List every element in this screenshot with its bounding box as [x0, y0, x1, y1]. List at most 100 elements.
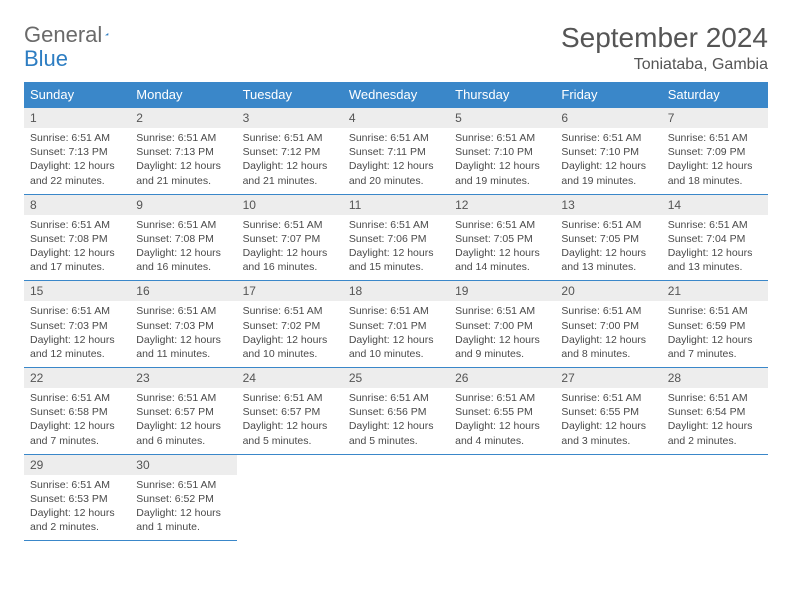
sunset-text: Sunset: 7:05 PM [561, 232, 655, 246]
sunset-text: Sunset: 6:53 PM [30, 492, 124, 506]
day-body: Sunrise: 6:51 AMSunset: 6:57 PMDaylight:… [130, 388, 236, 454]
daylight-text: Daylight: 12 hours and 10 minutes. [243, 333, 337, 361]
daylight-text: Daylight: 12 hours and 4 minutes. [455, 419, 549, 447]
daylight-text: Daylight: 12 hours and 19 minutes. [455, 159, 549, 187]
day-number: 28 [662, 368, 768, 388]
sunset-text: Sunset: 7:08 PM [136, 232, 230, 246]
sunset-text: Sunset: 7:00 PM [455, 319, 549, 333]
calendar-cell [449, 454, 555, 541]
sunrise-text: Sunrise: 6:51 AM [561, 131, 655, 145]
dayhead-friday: Friday [555, 82, 661, 108]
day-number: 6 [555, 108, 661, 128]
calendar-cell: 1Sunrise: 6:51 AMSunset: 7:13 PMDaylight… [24, 108, 130, 195]
sunrise-text: Sunrise: 6:51 AM [136, 131, 230, 145]
day-number: 18 [343, 281, 449, 301]
daylight-text: Daylight: 12 hours and 2 minutes. [668, 419, 762, 447]
daylight-text: Daylight: 12 hours and 15 minutes. [349, 246, 443, 274]
calendar-cell: 20Sunrise: 6:51 AMSunset: 7:00 PMDayligh… [555, 281, 661, 368]
calendar-cell: 29Sunrise: 6:51 AMSunset: 6:53 PMDayligh… [24, 454, 130, 541]
day-body: Sunrise: 6:51 AMSunset: 7:07 PMDaylight:… [237, 215, 343, 281]
sunset-text: Sunset: 7:09 PM [668, 145, 762, 159]
sunrise-text: Sunrise: 6:51 AM [455, 131, 549, 145]
calendar-week-row: 22Sunrise: 6:51 AMSunset: 6:58 PMDayligh… [24, 368, 768, 455]
sunrise-text: Sunrise: 6:51 AM [349, 131, 443, 145]
day-number: 10 [237, 195, 343, 215]
sunrise-text: Sunrise: 6:51 AM [136, 391, 230, 405]
day-number: 17 [237, 281, 343, 301]
daylight-text: Daylight: 12 hours and 11 minutes. [136, 333, 230, 361]
sunset-text: Sunset: 6:57 PM [136, 405, 230, 419]
daylight-text: Daylight: 12 hours and 16 minutes. [136, 246, 230, 274]
dayhead-tuesday: Tuesday [237, 82, 343, 108]
sunset-text: Sunset: 7:01 PM [349, 319, 443, 333]
calendar-cell: 22Sunrise: 6:51 AMSunset: 6:58 PMDayligh… [24, 368, 130, 455]
daylight-text: Daylight: 12 hours and 5 minutes. [243, 419, 337, 447]
calendar-cell: 24Sunrise: 6:51 AMSunset: 6:57 PMDayligh… [237, 368, 343, 455]
day-number: 25 [343, 368, 449, 388]
daylight-text: Daylight: 12 hours and 20 minutes. [349, 159, 443, 187]
day-body: Sunrise: 6:51 AMSunset: 7:00 PMDaylight:… [555, 301, 661, 367]
day-body: Sunrise: 6:51 AMSunset: 6:53 PMDaylight:… [24, 475, 130, 541]
brand-part2: Blue [24, 46, 68, 72]
calendar-cell: 12Sunrise: 6:51 AMSunset: 7:05 PMDayligh… [449, 194, 555, 281]
calendar-cell: 9Sunrise: 6:51 AMSunset: 7:08 PMDaylight… [130, 194, 236, 281]
calendar-week-row: 15Sunrise: 6:51 AMSunset: 7:03 PMDayligh… [24, 281, 768, 368]
sunrise-text: Sunrise: 6:51 AM [30, 391, 124, 405]
day-number: 3 [237, 108, 343, 128]
sunrise-text: Sunrise: 6:51 AM [668, 218, 762, 232]
calendar-cell: 15Sunrise: 6:51 AMSunset: 7:03 PMDayligh… [24, 281, 130, 368]
day-body: Sunrise: 6:51 AMSunset: 7:08 PMDaylight:… [130, 215, 236, 281]
sunrise-text: Sunrise: 6:51 AM [243, 391, 337, 405]
sunrise-text: Sunrise: 6:51 AM [561, 218, 655, 232]
calendar-cell: 3Sunrise: 6:51 AMSunset: 7:12 PMDaylight… [237, 108, 343, 195]
calendar-week-row: 29Sunrise: 6:51 AMSunset: 6:53 PMDayligh… [24, 454, 768, 541]
dayhead-thursday: Thursday [449, 82, 555, 108]
daylight-text: Daylight: 12 hours and 12 minutes. [30, 333, 124, 361]
calendar-cell: 26Sunrise: 6:51 AMSunset: 6:55 PMDayligh… [449, 368, 555, 455]
sunset-text: Sunset: 6:54 PM [668, 405, 762, 419]
day-number: 7 [662, 108, 768, 128]
sunrise-text: Sunrise: 6:51 AM [243, 218, 337, 232]
sunset-text: Sunset: 6:56 PM [349, 405, 443, 419]
day-body: Sunrise: 6:51 AMSunset: 7:02 PMDaylight:… [237, 301, 343, 367]
calendar-cell [237, 454, 343, 541]
day-number: 29 [24, 455, 130, 475]
calendar-cell: 23Sunrise: 6:51 AMSunset: 6:57 PMDayligh… [130, 368, 236, 455]
sunset-text: Sunset: 7:03 PM [30, 319, 124, 333]
calendar-cell: 5Sunrise: 6:51 AMSunset: 7:10 PMDaylight… [449, 108, 555, 195]
calendar-cell: 28Sunrise: 6:51 AMSunset: 6:54 PMDayligh… [662, 368, 768, 455]
day-body: Sunrise: 6:51 AMSunset: 7:13 PMDaylight:… [130, 128, 236, 194]
calendar-cell: 27Sunrise: 6:51 AMSunset: 6:55 PMDayligh… [555, 368, 661, 455]
sunrise-text: Sunrise: 6:51 AM [455, 304, 549, 318]
day-body: Sunrise: 6:51 AMSunset: 7:13 PMDaylight:… [24, 128, 130, 194]
day-number: 30 [130, 455, 236, 475]
day-body: Sunrise: 6:51 AMSunset: 7:03 PMDaylight:… [130, 301, 236, 367]
calendar-cell: 10Sunrise: 6:51 AMSunset: 7:07 PMDayligh… [237, 194, 343, 281]
calendar-cell: 21Sunrise: 6:51 AMSunset: 6:59 PMDayligh… [662, 281, 768, 368]
day-number: 13 [555, 195, 661, 215]
day-number: 12 [449, 195, 555, 215]
day-body: Sunrise: 6:51 AMSunset: 6:57 PMDaylight:… [237, 388, 343, 454]
calendar-cell: 16Sunrise: 6:51 AMSunset: 7:03 PMDayligh… [130, 281, 236, 368]
day-body: Sunrise: 6:51 AMSunset: 7:05 PMDaylight:… [555, 215, 661, 281]
day-number: 22 [24, 368, 130, 388]
day-number: 26 [449, 368, 555, 388]
day-body: Sunrise: 6:51 AMSunset: 7:10 PMDaylight:… [449, 128, 555, 194]
sunset-text: Sunset: 7:00 PM [561, 319, 655, 333]
calendar-cell: 19Sunrise: 6:51 AMSunset: 7:00 PMDayligh… [449, 281, 555, 368]
daylight-text: Daylight: 12 hours and 5 minutes. [349, 419, 443, 447]
day-number: 27 [555, 368, 661, 388]
daylight-text: Daylight: 12 hours and 19 minutes. [561, 159, 655, 187]
daylight-text: Daylight: 12 hours and 16 minutes. [243, 246, 337, 274]
sunset-text: Sunset: 7:08 PM [30, 232, 124, 246]
calendar-cell: 18Sunrise: 6:51 AMSunset: 7:01 PMDayligh… [343, 281, 449, 368]
sunset-text: Sunset: 7:11 PM [349, 145, 443, 159]
day-body: Sunrise: 6:51 AMSunset: 7:11 PMDaylight:… [343, 128, 449, 194]
calendar-cell [662, 454, 768, 541]
day-body: Sunrise: 6:51 AMSunset: 6:55 PMDaylight:… [449, 388, 555, 454]
daylight-text: Daylight: 12 hours and 21 minutes. [243, 159, 337, 187]
daylight-text: Daylight: 12 hours and 7 minutes. [668, 333, 762, 361]
day-number: 8 [24, 195, 130, 215]
dayhead-monday: Monday [130, 82, 236, 108]
calendar-cell: 2Sunrise: 6:51 AMSunset: 7:13 PMDaylight… [130, 108, 236, 195]
